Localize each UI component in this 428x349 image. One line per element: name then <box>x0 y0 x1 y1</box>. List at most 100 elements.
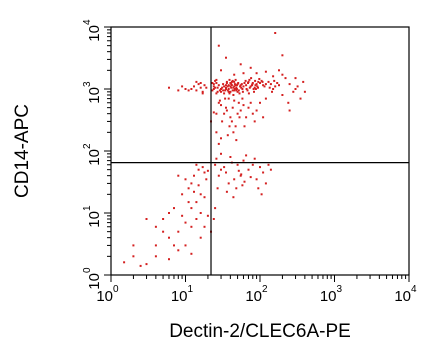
data-point <box>242 72 245 75</box>
data-point <box>206 214 209 217</box>
data-point <box>296 85 299 88</box>
data-point <box>139 264 142 267</box>
data-point <box>234 78 237 81</box>
data-point <box>201 90 204 93</box>
data-point <box>284 77 287 80</box>
data-point <box>220 168 222 171</box>
data-point <box>221 86 224 89</box>
data-point <box>241 97 244 100</box>
data-point <box>244 79 247 82</box>
data-point <box>233 85 236 88</box>
data-point <box>241 90 244 93</box>
data-point <box>227 88 230 90</box>
data-point <box>238 116 241 119</box>
data-point <box>177 249 180 252</box>
data-point <box>245 116 248 119</box>
svg-text:1: 1 <box>188 284 194 295</box>
data-point <box>249 85 252 88</box>
data-point <box>299 97 302 100</box>
data-point <box>235 187 238 190</box>
data-point <box>184 221 187 224</box>
data-point <box>255 109 258 112</box>
data-point <box>302 80 305 83</box>
svg-text:3: 3 <box>337 284 343 295</box>
data-point <box>193 85 195 88</box>
data-point <box>184 88 187 90</box>
data-point <box>259 82 261 84</box>
data-point <box>227 182 230 185</box>
svg-text:2: 2 <box>82 143 93 149</box>
data-point <box>220 104 222 107</box>
data-point <box>242 104 245 107</box>
data-point <box>281 54 284 57</box>
data-point <box>190 207 193 210</box>
data-point <box>249 66 252 69</box>
data-point <box>199 82 202 84</box>
data-point <box>237 101 240 104</box>
svg-text:3: 3 <box>82 81 93 87</box>
data-point <box>223 112 226 115</box>
svg-text:10: 10 <box>86 25 103 42</box>
data-point <box>235 89 238 92</box>
y-tick-label: 103 <box>82 81 103 104</box>
data-point <box>267 80 270 83</box>
data-point <box>123 261 126 264</box>
data-point <box>162 218 165 220</box>
data-point <box>261 80 264 83</box>
data-point <box>259 101 261 104</box>
data-point <box>217 44 220 47</box>
data-point <box>203 196 206 199</box>
svg-text:10: 10 <box>96 288 113 305</box>
data-point <box>217 142 220 145</box>
data-point <box>242 85 245 88</box>
data-point <box>251 112 254 115</box>
data-point <box>272 88 275 90</box>
data-point <box>199 86 202 89</box>
data-point <box>221 120 224 123</box>
data-point <box>229 90 232 93</box>
data-point <box>201 92 204 95</box>
data-point <box>294 77 297 80</box>
x-tick-label: 10 1 <box>171 284 194 305</box>
data-point <box>257 86 259 89</box>
data-point <box>243 180 246 183</box>
data-point <box>215 131 218 134</box>
data-point <box>216 90 219 93</box>
data-point <box>229 82 232 84</box>
data-point <box>177 230 180 233</box>
data-point <box>229 116 232 119</box>
y-axis-label: CD14-APC <box>12 104 33 198</box>
data-point <box>303 90 306 93</box>
data-point <box>248 86 251 89</box>
data-point <box>190 88 193 90</box>
data-point <box>215 92 218 95</box>
data-point <box>217 174 220 177</box>
svg-text:0: 0 <box>113 284 119 295</box>
data-point <box>236 163 239 166</box>
svg-text:4: 4 <box>411 284 417 295</box>
data-point <box>264 70 267 73</box>
data-point <box>273 79 276 82</box>
data-point <box>193 190 195 193</box>
data-point <box>239 84 242 87</box>
data-point <box>215 112 218 115</box>
data-point <box>255 72 258 75</box>
data-point <box>253 86 256 89</box>
data-point <box>228 92 231 95</box>
data-point <box>252 88 255 90</box>
data-point <box>181 85 184 88</box>
data-point <box>177 174 180 177</box>
data-point <box>269 83 272 86</box>
data-point <box>218 99 221 102</box>
data-point <box>233 83 236 86</box>
data-point <box>262 84 265 87</box>
data-point <box>225 106 227 109</box>
svg-text:10: 10 <box>86 211 103 228</box>
data-point <box>223 166 226 169</box>
data-point <box>234 84 237 87</box>
data-point <box>241 88 244 90</box>
svg-text:10: 10 <box>86 149 103 166</box>
data-point <box>218 89 221 92</box>
data-point <box>177 89 180 92</box>
